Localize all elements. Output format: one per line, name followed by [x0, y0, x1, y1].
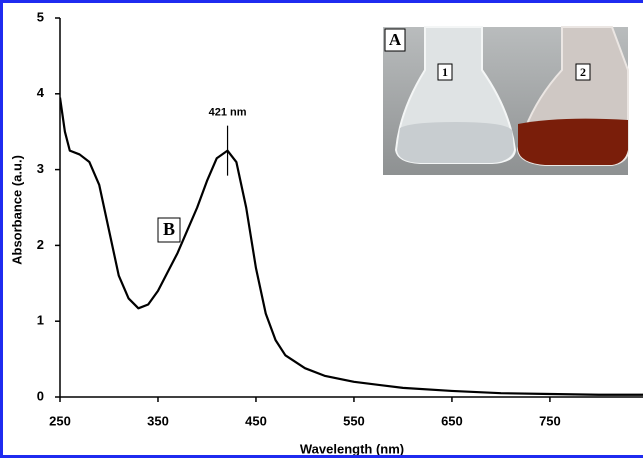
y-tick-label: 1	[37, 313, 44, 328]
y-tick-label: 2	[37, 237, 44, 252]
peak-label: 421 nm	[209, 107, 247, 119]
y-tick-label: 4	[37, 85, 45, 100]
inset-photo: A 1 2	[383, 27, 628, 175]
y-tick-label: 3	[37, 161, 44, 176]
x-tick-label: 650	[441, 413, 463, 428]
y-tick-label: 0	[37, 388, 44, 403]
flask-label: 2	[580, 65, 586, 79]
x-tick-label: 350	[147, 413, 169, 428]
flask-label: 1	[442, 65, 448, 79]
y-axis-label: Absorbance (a.u.)	[9, 155, 24, 265]
y-tick-label: 5	[37, 9, 44, 24]
flask-2-liquid	[518, 119, 628, 165]
x-tick-label: 550	[343, 413, 365, 428]
chart: 0 1 2 3 4 5 250 350 450 550 650 750 421 nm A 1 2 B A…	[0, 0, 643, 458]
page: {"chart_data": { "type": "line", "x_labe…	[0, 0, 643, 458]
curve-label: B	[163, 219, 175, 239]
flask-1-liquid	[397, 122, 514, 163]
inset-label: A	[389, 30, 402, 49]
x-axis-label: Wavelength (nm)	[300, 441, 404, 456]
x-tick-label: 450	[245, 413, 267, 428]
x-tick-label: 750	[539, 413, 561, 428]
x-tick-label: 250	[49, 413, 71, 428]
